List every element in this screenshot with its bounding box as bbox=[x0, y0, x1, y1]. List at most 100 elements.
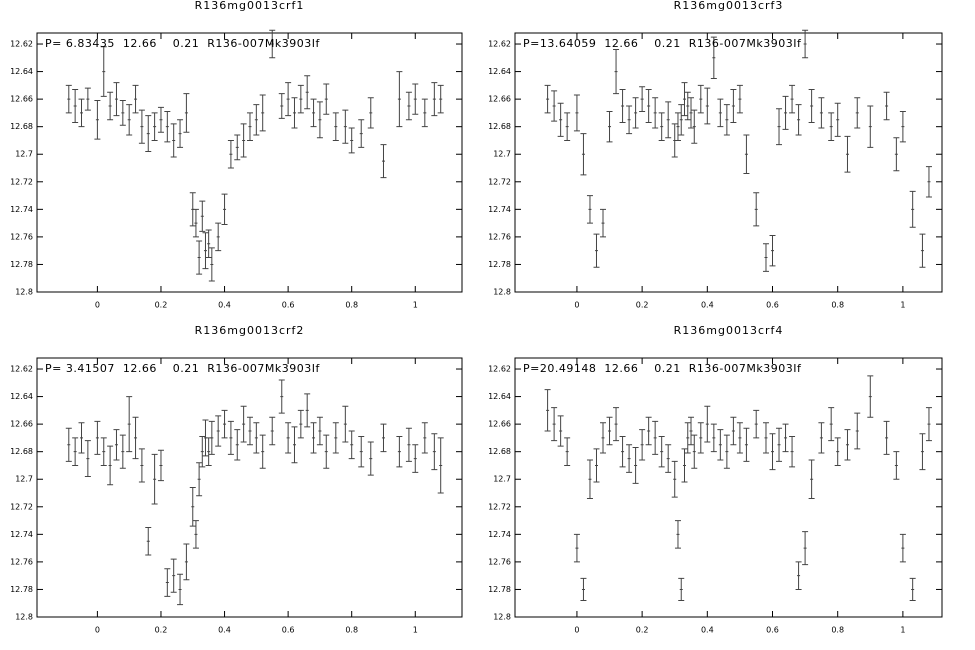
error-bar bbox=[919, 233, 926, 268]
error-bar bbox=[192, 208, 199, 238]
error-bar bbox=[269, 29, 276, 59]
error-bar bbox=[396, 436, 403, 468]
error-bar bbox=[551, 90, 558, 122]
error-bar bbox=[606, 111, 613, 143]
error-bar bbox=[246, 112, 253, 141]
error-bar bbox=[215, 415, 222, 447]
error-bar bbox=[697, 422, 704, 454]
panel-title: R136mg0013crf4 bbox=[674, 324, 784, 337]
error-bar bbox=[138, 109, 145, 144]
error-bar bbox=[259, 94, 266, 132]
error-bar bbox=[674, 520, 681, 549]
error-bar bbox=[925, 407, 932, 442]
error-bar bbox=[72, 88, 79, 124]
y-tick-label: 12.8 bbox=[15, 613, 33, 622]
error-bar bbox=[828, 112, 835, 141]
error-bar bbox=[278, 93, 285, 119]
y-tick-label: 12.78 bbox=[10, 585, 33, 594]
error-bar bbox=[437, 84, 444, 114]
y-tick-label: 12.64 bbox=[488, 392, 511, 401]
error-bar bbox=[844, 135, 851, 173]
error-bar bbox=[380, 144, 387, 179]
error-bar bbox=[421, 98, 428, 128]
error-bar bbox=[221, 193, 228, 225]
y-tick-label: 12.76 bbox=[10, 557, 33, 566]
error-bar bbox=[348, 127, 355, 154]
error-bar bbox=[157, 449, 164, 482]
y-tick-label: 12.66 bbox=[10, 95, 33, 104]
error-bar bbox=[421, 422, 428, 454]
error-bar bbox=[753, 409, 760, 439]
y-tick-label: 12.78 bbox=[10, 260, 33, 269]
error-bar bbox=[919, 433, 926, 471]
error-bar bbox=[380, 423, 387, 453]
error-bar bbox=[107, 445, 114, 486]
error-bar bbox=[736, 84, 743, 114]
error-bar bbox=[202, 232, 209, 270]
error-bar bbox=[94, 100, 101, 140]
error-bar bbox=[626, 105, 633, 135]
error-bar bbox=[808, 88, 815, 124]
error-bar bbox=[297, 409, 304, 439]
error-bar bbox=[177, 119, 184, 148]
error-bar bbox=[78, 422, 85, 454]
error-bar bbox=[221, 409, 228, 439]
y-tick-label: 12.72 bbox=[10, 177, 33, 186]
error-bar bbox=[557, 102, 564, 137]
error-bar bbox=[802, 29, 809, 59]
error-bar bbox=[600, 422, 607, 454]
error-bar bbox=[691, 109, 698, 144]
x-tick-label: 0.2 bbox=[155, 626, 168, 635]
error-bar bbox=[208, 420, 215, 455]
error-bar bbox=[586, 195, 593, 224]
x-tick-label: 1 bbox=[900, 301, 905, 310]
error-bar bbox=[580, 577, 587, 601]
error-bar bbox=[802, 531, 809, 566]
error-bar bbox=[253, 104, 260, 136]
error-bar bbox=[795, 561, 802, 590]
x-tick-label: 0.4 bbox=[218, 626, 231, 635]
error-bar bbox=[658, 112, 665, 141]
error-bar bbox=[551, 407, 558, 442]
annotation: P= 3.41507 12.66 0.21 R136-007Mk3903If bbox=[45, 362, 320, 375]
error-bar bbox=[808, 459, 815, 500]
panel: R136mg0013crf1 12.62 12.64 12.66 12.68 12.7 12… bbox=[10, 0, 463, 310]
error-bar bbox=[304, 393, 311, 428]
error-bar bbox=[132, 416, 139, 460]
error-bar bbox=[557, 415, 564, 447]
error-bar bbox=[789, 436, 796, 468]
x-tick-label: 0.6 bbox=[766, 301, 779, 310]
error-bar bbox=[84, 87, 91, 111]
y-tick-label: 12.8 bbox=[493, 613, 511, 622]
x-tick-label: 0 bbox=[574, 301, 579, 310]
error-bar bbox=[762, 422, 769, 454]
error-bar bbox=[177, 573, 184, 606]
error-bar bbox=[113, 429, 120, 461]
error-bar bbox=[769, 433, 776, 471]
error-bar bbox=[681, 82, 688, 117]
error-bar bbox=[867, 105, 874, 148]
error-bar bbox=[909, 577, 916, 601]
error-bar bbox=[899, 533, 906, 563]
error-bar bbox=[704, 405, 711, 443]
error-bar bbox=[671, 123, 678, 158]
error-bar bbox=[65, 427, 72, 462]
y-tick-label: 12.74 bbox=[488, 205, 511, 214]
error-bar bbox=[600, 208, 607, 238]
error-bar bbox=[227, 420, 234, 455]
error-bar bbox=[632, 97, 639, 129]
error-bar bbox=[170, 123, 177, 158]
panel: R136mg0013crf3 12.62 12.64 12.66 12.68 12.7 12… bbox=[488, 0, 943, 310]
error-bar bbox=[208, 247, 215, 282]
error-bar bbox=[215, 222, 222, 252]
error-bar bbox=[100, 437, 107, 466]
y-tick-label: 12.76 bbox=[10, 232, 33, 241]
error-bar bbox=[639, 86, 646, 113]
error-bar bbox=[564, 112, 571, 141]
error-bar bbox=[205, 229, 212, 259]
error-bar bbox=[723, 434, 730, 469]
x-tick-label: 0.2 bbox=[636, 626, 649, 635]
error-bar bbox=[776, 427, 783, 462]
error-bar bbox=[126, 104, 133, 136]
error-bar bbox=[789, 84, 796, 114]
